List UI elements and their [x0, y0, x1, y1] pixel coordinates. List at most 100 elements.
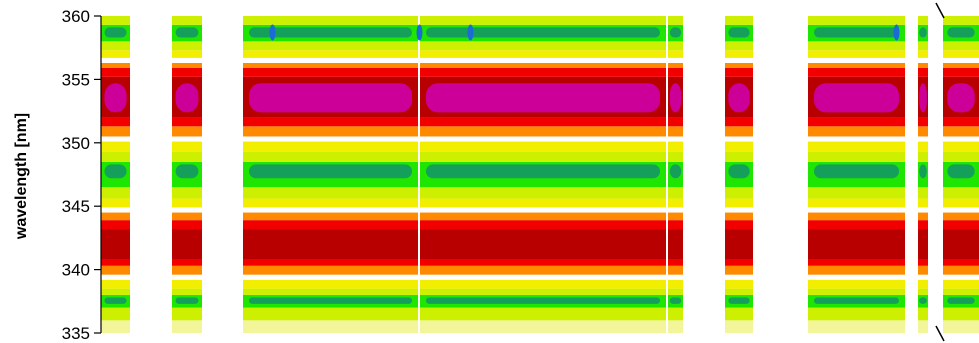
contour-band: [725, 288, 753, 295]
contour-band: [420, 307, 666, 321]
contour-band: [243, 320, 418, 333]
contour-band: [420, 187, 666, 199]
contour-band: [808, 307, 905, 321]
y-tick-label: 350: [62, 134, 90, 153]
contour-band: [918, 212, 928, 221]
contour-band: [172, 62, 202, 68]
contour-band: [943, 136, 979, 142]
contour-band: [808, 136, 905, 142]
contour-band: [918, 41, 928, 51]
plot-area: [101, 16, 979, 333]
contour-band: [725, 259, 753, 266]
contour-band: [943, 198, 979, 208]
contour-core: [104, 83, 127, 113]
contour-band: [420, 320, 666, 333]
contour-band: [725, 207, 753, 213]
contour-band: [668, 265, 683, 275]
contour-core: [669, 164, 682, 179]
data-column-8: [943, 16, 979, 333]
contour-band: [243, 274, 418, 280]
contour-band: [943, 16, 979, 25]
contour-band: [668, 16, 683, 25]
contour-core: [249, 234, 412, 254]
contour-band: [101, 62, 130, 68]
contour-band: [243, 141, 418, 152]
data-column-6: [808, 16, 905, 333]
contour-band: [725, 265, 753, 275]
contour-band: [918, 50, 928, 58]
contour-core: [669, 27, 682, 38]
contour-band: [243, 212, 418, 221]
y-axis: 335 340 345 350 355 360: [62, 7, 102, 343]
contour-band: [243, 57, 418, 63]
contour-band: [101, 274, 130, 280]
contour-core: [814, 234, 899, 254]
contour-band: [172, 67, 202, 77]
contour-band: [101, 50, 130, 58]
contour-band: [668, 307, 683, 321]
contour-band: [172, 16, 202, 25]
contour-core: [947, 164, 975, 179]
contour-band: [918, 288, 928, 295]
y-tick-label: 340: [62, 261, 90, 280]
contour-band: [808, 212, 905, 221]
y-axis-title: wavelength [nm]: [13, 113, 30, 240]
contour-band: [420, 220, 666, 230]
contour-core: [104, 234, 127, 254]
contour-band: [725, 279, 753, 289]
contour-band: [943, 67, 979, 77]
contour-band: [420, 67, 666, 77]
contour-core: [919, 234, 927, 254]
contour-band: [172, 187, 202, 199]
contour-band: [668, 288, 683, 295]
contour-band: [172, 57, 202, 63]
contour-band: [808, 67, 905, 77]
contour-band: [943, 279, 979, 289]
contour-band: [808, 220, 905, 230]
contour-band: [101, 151, 130, 162]
contour-band: [243, 62, 418, 68]
contour-band: [725, 187, 753, 199]
contour-band: [420, 16, 666, 25]
contour-core: [426, 164, 660, 179]
contour-core: [814, 27, 899, 38]
contour-band: [668, 151, 683, 162]
contour-band: [808, 126, 905, 137]
contour-band: [420, 274, 666, 280]
data-column-3: [420, 16, 666, 333]
contour-band: [420, 41, 666, 51]
contour-band: [172, 117, 202, 127]
contour-band: [243, 126, 418, 137]
y-tick-label: 355: [62, 70, 90, 89]
contour-band: [172, 41, 202, 51]
contour-band: [725, 62, 753, 68]
contour-band: [420, 288, 666, 295]
contour-band: [101, 16, 130, 25]
contour-band: [101, 265, 130, 275]
contour-band: [943, 141, 979, 152]
contour-core: [104, 164, 127, 179]
contour-band: [101, 259, 130, 266]
contour-band: [101, 141, 130, 152]
contour-band: [668, 141, 683, 152]
contour-core: [175, 234, 199, 254]
contour-band: [101, 41, 130, 51]
contour-band: [668, 198, 683, 208]
contour-core: [669, 83, 682, 113]
contour-band: [101, 220, 130, 230]
contour-band: [808, 288, 905, 295]
contour-band: [420, 57, 666, 63]
contour-band: [668, 67, 683, 77]
contour-spot: [893, 24, 900, 41]
contour-band: [101, 117, 130, 127]
contour-band: [943, 57, 979, 63]
contour-band: [943, 274, 979, 280]
contour-band: [918, 265, 928, 275]
contour-core: [728, 83, 750, 113]
contour-band: [943, 151, 979, 162]
contour-band: [725, 57, 753, 63]
contour-core: [426, 234, 660, 254]
contour-band: [943, 126, 979, 137]
contour-band: [943, 288, 979, 295]
contour-band: [243, 288, 418, 295]
